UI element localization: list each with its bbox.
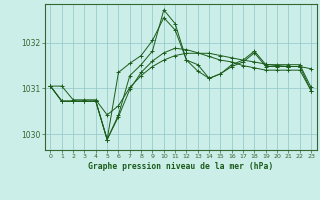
X-axis label: Graphe pression niveau de la mer (hPa): Graphe pression niveau de la mer (hPa) [88, 162, 273, 171]
